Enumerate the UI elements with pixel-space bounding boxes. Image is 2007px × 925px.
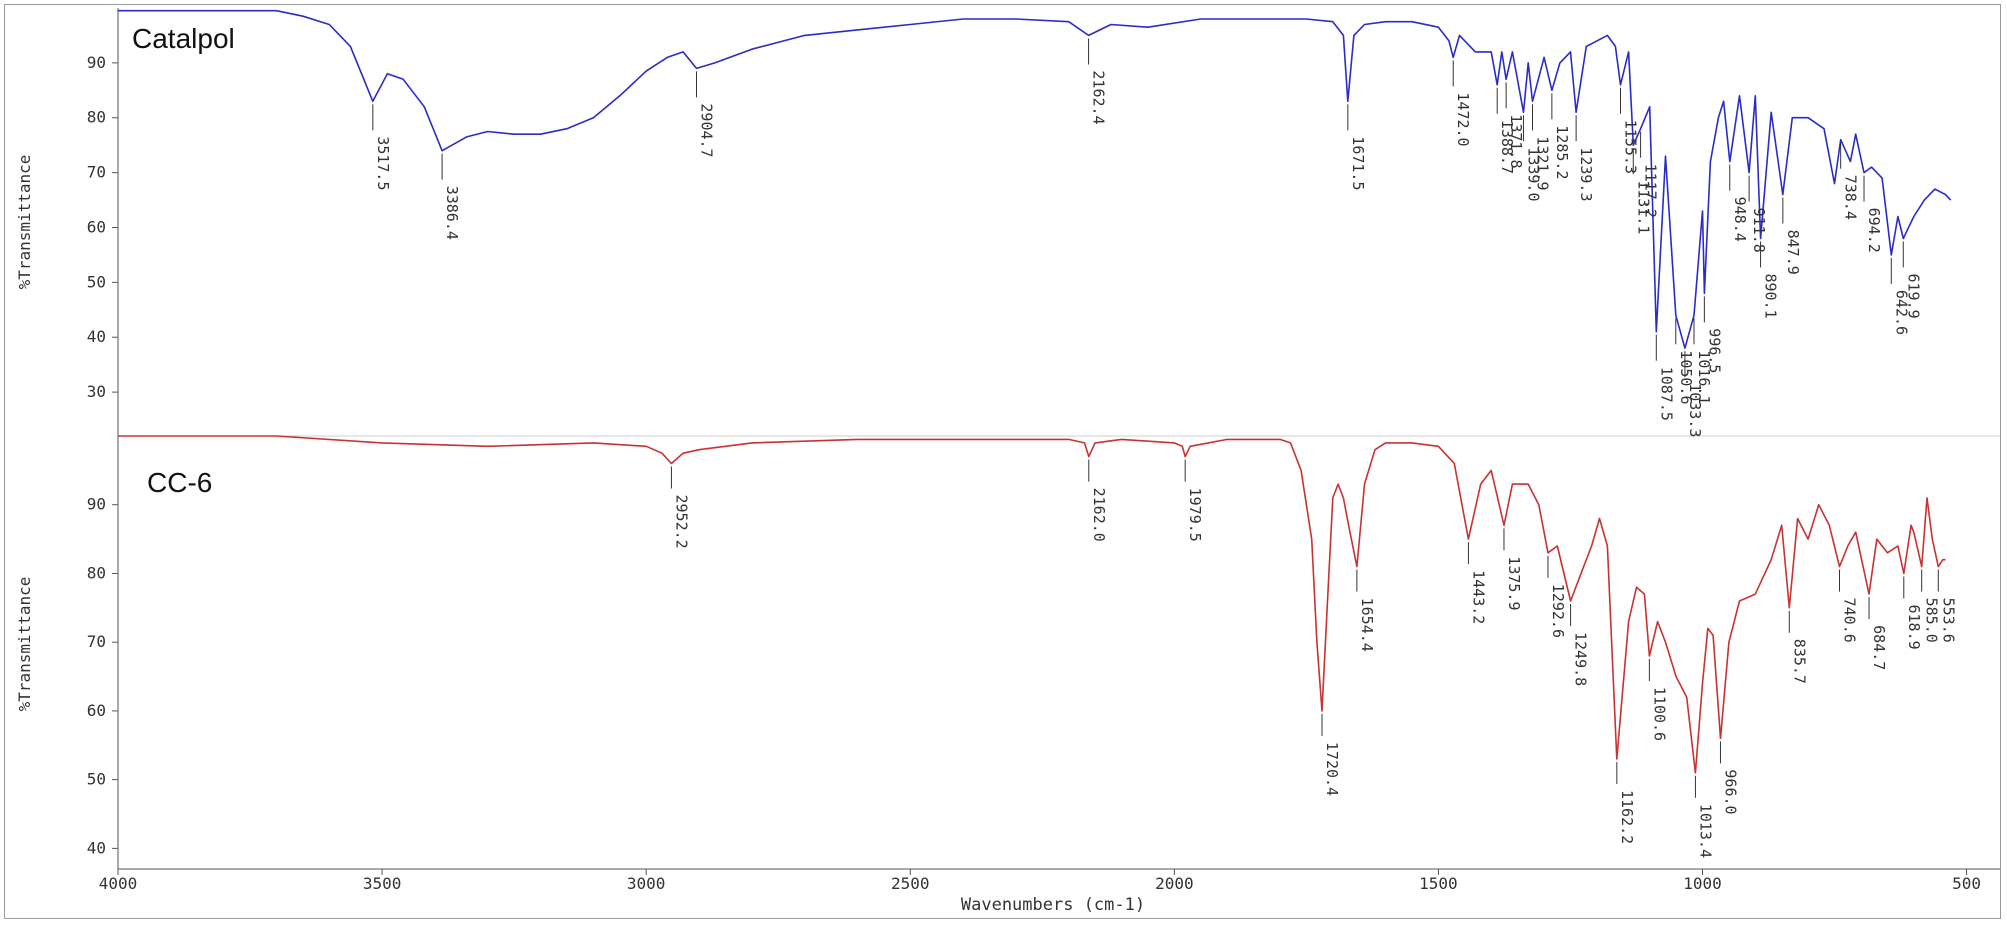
peak-label: 1654.4 <box>1358 598 1376 652</box>
peak-label: 1050.6 <box>1677 350 1695 404</box>
y-tick-label: 70 <box>87 632 106 651</box>
peak-label: 1371.8 <box>1507 114 1525 168</box>
peak-label: 1016.1 <box>1695 350 1713 404</box>
peak-label: 2952.2 <box>672 495 690 549</box>
spectrum-line-cc6 <box>118 435 1946 774</box>
peak-label: 1162.2 <box>1618 790 1636 844</box>
peak-label: 847.9 <box>1784 230 1802 275</box>
peak-label: 1100.6 <box>1650 687 1668 741</box>
peak-label: 1443.2 <box>1469 570 1487 624</box>
y-tick-label: 50 <box>87 770 106 789</box>
peak-label: 1472.0 <box>1454 92 1472 146</box>
peak-label: 1720.4 <box>1323 742 1341 796</box>
x-tick-label: 3000 <box>627 874 666 893</box>
panel-title-cc6: CC-6 <box>147 467 212 498</box>
peak-label: 966.0 <box>1722 769 1740 814</box>
x-tick-label: 2000 <box>1155 874 1194 893</box>
peak-label: 2162.4 <box>1090 70 1108 124</box>
x-tick-label: 4000 <box>99 874 138 893</box>
peak-label: 835.7 <box>1790 639 1808 684</box>
peak-label: 1285.2 <box>1553 125 1571 179</box>
peak-label: 642.6 <box>1892 290 1910 335</box>
y-axis-label-cc6: %Transmittance <box>15 577 34 712</box>
peak-label: 740.6 <box>1841 598 1859 643</box>
peak-label: 1979.5 <box>1186 488 1204 542</box>
peak-label: 553.6 <box>1939 598 1957 643</box>
panel-title-catalpol: Catalpol <box>132 23 235 54</box>
y-tick-label: 60 <box>87 701 106 720</box>
peak-label: 738.4 <box>1842 175 1860 220</box>
x-tick-label: 1500 <box>1419 874 1458 893</box>
panel-catalpol: Catalpol %Transmittance 30 40 50 60 70 80 90 35… <box>15 9 1952 437</box>
peak-label: 1033.3 <box>1686 383 1704 437</box>
peak-label: 948.4 <box>1731 197 1749 242</box>
peak-label: 585.0 <box>1923 598 1941 643</box>
x-axis-label: Wavenumbers (cm-1) <box>961 895 1145 915</box>
y-tick-label: 50 <box>87 272 106 291</box>
y-tick-label: 80 <box>87 108 106 127</box>
y-tick-label: 90 <box>87 53 106 72</box>
peak-label: 1321.9 <box>1534 136 1552 190</box>
peak-label: 1087.5 <box>1657 367 1675 421</box>
peak-label: 1339.0 <box>1525 147 1543 201</box>
y-tick-label: 80 <box>87 563 106 582</box>
y-tick-label: 40 <box>87 838 106 857</box>
y-tick-label: 40 <box>87 327 106 346</box>
peak-label: 911.8 <box>1750 208 1768 253</box>
x-tick-label: 3500 <box>363 874 402 893</box>
peak-label: 3386.4 <box>443 186 461 240</box>
peak-label: 619.9 <box>1904 274 1922 319</box>
x-axis-ticks: 4000 3500 3000 2500 2000 1500 1000 500 <box>99 869 1981 893</box>
panel-cc6: CC-6 %Transmittance 40 50 60 70 80 90 2952.2 21… <box>15 435 1957 858</box>
y-tick-label: 30 <box>87 382 106 401</box>
x-tick-label: 2500 <box>891 874 930 893</box>
peak-label: 1013.4 <box>1696 804 1714 858</box>
y-tick-label: 70 <box>87 163 106 182</box>
x-tick-label: 500 <box>1952 874 1981 893</box>
peak-label: 890.1 <box>1762 274 1780 319</box>
y-tick-label: 60 <box>87 217 106 236</box>
x-tick-label: 1000 <box>1683 874 1722 893</box>
peak-label: 694.2 <box>1865 208 1883 253</box>
peak-label: 1375.9 <box>1505 556 1523 610</box>
peak-label: 1671.5 <box>1349 136 1367 190</box>
y-tick-label: 90 <box>87 495 106 514</box>
peak-label: 618.9 <box>1905 605 1923 650</box>
peak-label: 1117.2 <box>1642 164 1660 218</box>
peak-label: 2162.0 <box>1090 488 1108 542</box>
peak-label: 1388.7 <box>1498 120 1516 174</box>
spectrum-line-catalpol <box>118 9 1952 349</box>
peak-label: 996.5 <box>1705 328 1723 373</box>
peak-label: 1249.8 <box>1572 632 1590 686</box>
peak-label: 1155.3 <box>1622 120 1640 174</box>
peak-label: 1131.1 <box>1634 180 1652 234</box>
peak-label: 3517.5 <box>374 136 392 190</box>
peak-label: 684.7 <box>1870 625 1888 670</box>
peak-label: 2904.7 <box>698 103 716 157</box>
y-axis-label-catalpol: %Transmittance <box>15 155 34 290</box>
peak-label: 1239.3 <box>1577 147 1595 201</box>
peak-label: 1292.6 <box>1549 584 1567 638</box>
chart-frame <box>4 4 2001 919</box>
